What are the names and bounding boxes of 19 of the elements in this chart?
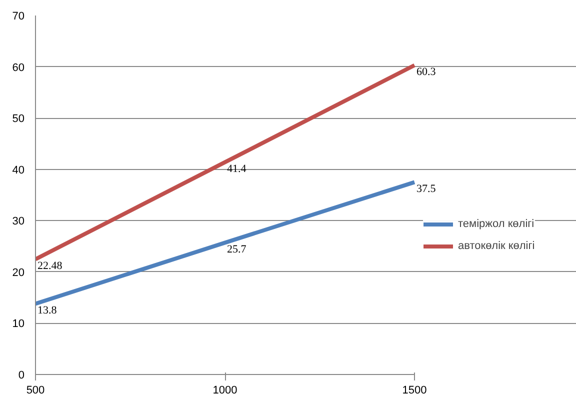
y-tick-label: 0 (18, 370, 25, 382)
x-tick-label: 1500 (402, 384, 427, 396)
data-label: 37.5 (416, 183, 436, 196)
data-label: 13.8 (38, 304, 58, 317)
y-tick-label: 40 (12, 164, 25, 176)
data-label: 22.48 (38, 260, 63, 272)
x-tick-label: 500 (26, 384, 45, 396)
data-label: 60.3 (416, 66, 436, 78)
y-tick-label: 50 (12, 113, 25, 126)
y-tick-label: 30 (12, 216, 25, 228)
legend-label: теміржол көлігі (458, 218, 534, 230)
legend-label: автокөлік көлігі (458, 240, 535, 252)
y-tick-label: 70 (12, 10, 25, 22)
y-tick-label: 10 (12, 318, 25, 330)
data-label: 25.7 (227, 244, 247, 256)
y-tick-label: 20 (12, 266, 25, 279)
y-tick-label: 60 (12, 62, 25, 74)
data-label: 41.4 (227, 163, 247, 176)
x-tick-label: 1000 (212, 384, 238, 396)
